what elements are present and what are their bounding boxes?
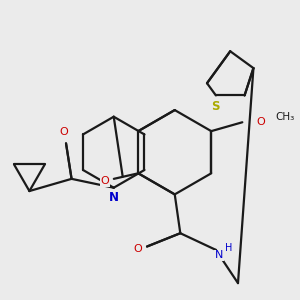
Text: CH₃: CH₃ — [276, 112, 295, 122]
Text: N: N — [109, 191, 119, 204]
Text: O: O — [100, 176, 109, 186]
Text: N: N — [215, 250, 223, 260]
Text: O: O — [134, 244, 142, 254]
Text: H: H — [225, 243, 233, 253]
Text: O: O — [257, 117, 266, 127]
Text: S: S — [212, 100, 220, 113]
Text: O: O — [59, 127, 68, 137]
